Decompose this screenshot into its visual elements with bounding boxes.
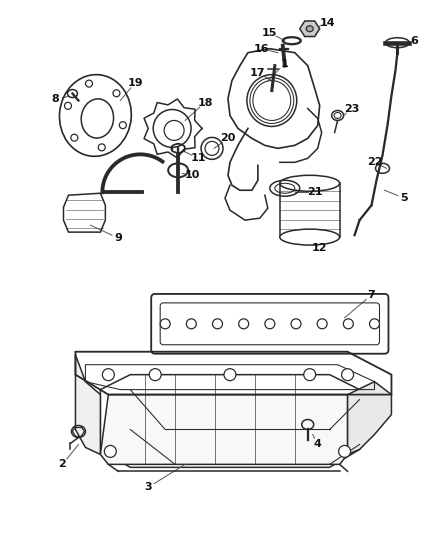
Text: 14: 14	[320, 18, 336, 28]
Text: 21: 21	[307, 187, 322, 197]
Circle shape	[98, 144, 105, 151]
Circle shape	[265, 319, 275, 329]
Circle shape	[317, 319, 327, 329]
Text: 2: 2	[59, 459, 67, 470]
Circle shape	[71, 134, 78, 141]
Text: 11: 11	[191, 154, 206, 163]
Circle shape	[149, 369, 161, 381]
Ellipse shape	[280, 229, 339, 245]
Circle shape	[304, 369, 316, 381]
Circle shape	[64, 102, 71, 109]
Circle shape	[104, 446, 117, 457]
Circle shape	[102, 369, 114, 381]
Text: 4: 4	[314, 439, 321, 449]
Polygon shape	[348, 382, 392, 455]
Text: 18: 18	[197, 98, 213, 108]
Circle shape	[239, 319, 249, 329]
Text: 12: 12	[312, 243, 328, 253]
Polygon shape	[300, 21, 320, 37]
Ellipse shape	[306, 26, 313, 32]
Circle shape	[224, 369, 236, 381]
Polygon shape	[75, 355, 100, 455]
Circle shape	[343, 319, 353, 329]
Circle shape	[119, 122, 126, 128]
Text: 7: 7	[367, 290, 375, 300]
Text: 9: 9	[114, 233, 122, 243]
Text: 15: 15	[262, 28, 278, 38]
Circle shape	[160, 319, 170, 329]
Circle shape	[85, 80, 92, 87]
Text: 10: 10	[184, 170, 200, 180]
Text: 3: 3	[145, 482, 152, 492]
Text: 6: 6	[410, 36, 418, 46]
Circle shape	[339, 446, 350, 457]
Text: 1: 1	[281, 59, 289, 69]
Text: 8: 8	[52, 93, 60, 103]
Circle shape	[342, 369, 353, 381]
Text: 22: 22	[367, 157, 382, 167]
Circle shape	[113, 90, 120, 97]
Text: 16: 16	[254, 44, 270, 54]
Text: 17: 17	[250, 68, 265, 78]
Circle shape	[186, 319, 196, 329]
Text: 20: 20	[220, 133, 236, 143]
Circle shape	[212, 319, 223, 329]
Text: 23: 23	[344, 103, 359, 114]
Text: 5: 5	[401, 193, 408, 203]
Text: 19: 19	[127, 78, 143, 87]
Circle shape	[370, 319, 379, 329]
Polygon shape	[100, 394, 348, 464]
Circle shape	[291, 319, 301, 329]
